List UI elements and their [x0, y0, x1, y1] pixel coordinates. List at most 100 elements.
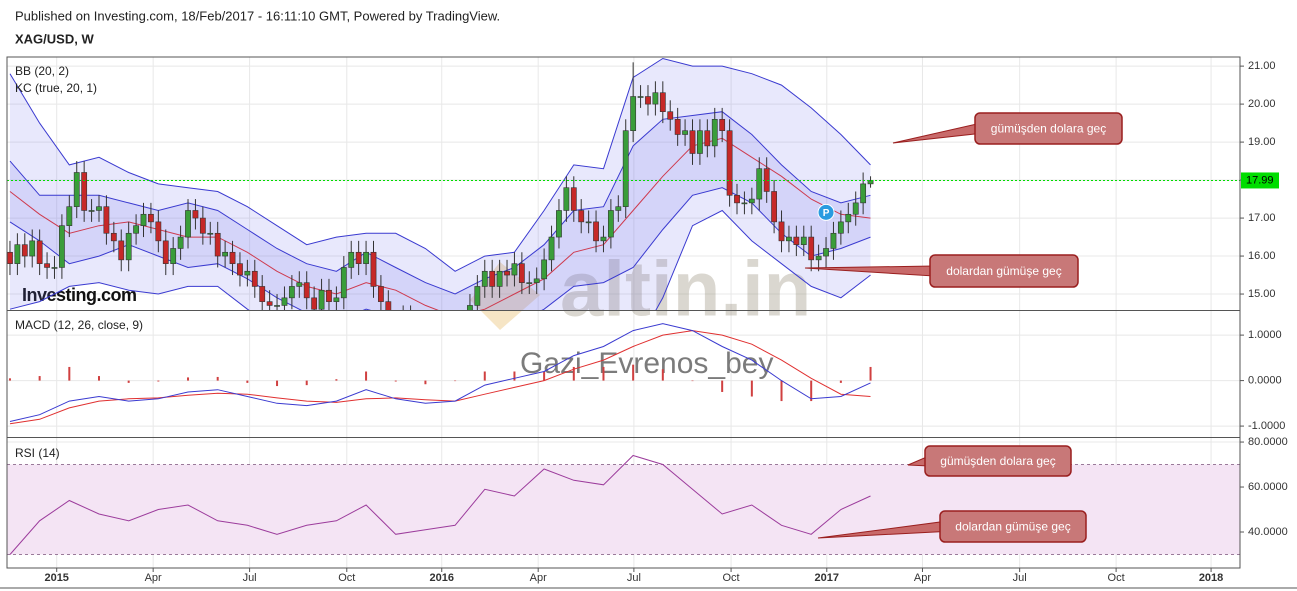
- candle-body: [7, 251, 13, 264]
- candle-body: [719, 119, 726, 131]
- candle-body: [860, 183, 867, 204]
- pane-title: RSI (14): [15, 446, 60, 460]
- event-marker-label: P: [823, 208, 830, 219]
- histogram-bar: [869, 366, 872, 381]
- candle-body: [207, 232, 214, 235]
- candle-body: [645, 96, 651, 105]
- candle-body: [363, 251, 369, 264]
- histogram-bar: [127, 380, 130, 383]
- histogram-bar: [780, 380, 783, 402]
- macd-line: [9, 323, 871, 422]
- candle-body: [578, 210, 585, 223]
- rsi-line: [9, 454, 871, 555]
- candle-body: [452, 324, 457, 328]
- candle-body: [830, 232, 837, 249]
- candle-body: [44, 263, 50, 268]
- histogram-bar: [810, 380, 813, 402]
- y-tick-label: -1.0000: [1248, 420, 1285, 432]
- candle-body: [533, 278, 540, 283]
- candle-body: [563, 187, 570, 211]
- candle-body: [585, 221, 592, 224]
- candle-body: [541, 259, 548, 280]
- candle-body: [460, 324, 465, 332]
- candle-body: [21, 244, 28, 257]
- candle-body: [786, 236, 792, 242]
- candle-body: [489, 270, 496, 287]
- x-tick-label: 2016: [429, 572, 453, 584]
- callout-box: [924, 445, 1072, 477]
- candle-body: [103, 206, 110, 234]
- band-upper: [9, 57, 871, 272]
- x-tick-label: Oct: [1108, 572, 1125, 584]
- candle-body: [622, 130, 629, 207]
- y-tick-label: 20.00: [1248, 98, 1276, 110]
- frame: [0, 56, 1297, 589]
- histogram-bar: [365, 371, 368, 381]
- histogram-bar: [691, 380, 694, 382]
- candle-body: [140, 213, 147, 226]
- published-line: Published on Investing.com, 18/Feb/2017 …: [15, 8, 500, 23]
- candle-body: [14, 244, 21, 264]
- histogram-bar: [187, 377, 190, 381]
- candle-body: [81, 172, 88, 211]
- candle-body: [170, 248, 177, 264]
- histogram-bar: [394, 380, 397, 382]
- candle-body: [526, 282, 533, 284]
- candle-body: [734, 194, 740, 204]
- candle-body: [274, 305, 280, 307]
- histogram-bar: [483, 371, 486, 381]
- candle-body: [222, 251, 229, 257]
- candle-body: [162, 240, 169, 264]
- candle-body: [771, 191, 778, 223]
- candle-body: [823, 248, 829, 257]
- histogram-bar: [246, 380, 249, 383]
- candle-body: [370, 251, 377, 287]
- histogram-bar: [38, 376, 41, 381]
- price-pane: P: [7, 57, 1240, 332]
- candle-body: [326, 289, 332, 302]
- indicator-label: KC (true, 20, 1): [15, 81, 97, 95]
- watermark-author: Gazi_Evrenos_bey: [520, 347, 773, 380]
- candle-body: [281, 297, 288, 306]
- x-tick-label: Oct: [723, 572, 740, 584]
- candle-body: [155, 221, 162, 242]
- candle-body: [408, 317, 413, 328]
- candle-body: [467, 305, 473, 310]
- histogram-bar: [721, 380, 724, 392]
- y-tick-label: 0.0000: [1248, 375, 1282, 387]
- candle-body: [296, 282, 303, 287]
- candle-body: [748, 198, 755, 204]
- y-tick-label: 40.0000: [1248, 526, 1288, 538]
- candle-body: [556, 210, 562, 238]
- candle-body: [793, 236, 800, 245]
- signal-line: [9, 330, 871, 425]
- x-tick-label: Jul: [627, 572, 641, 584]
- candle-body: [511, 263, 518, 276]
- candle-body: [125, 232, 132, 261]
- candle-body: [756, 168, 763, 200]
- histogram-bar: [8, 378, 11, 381]
- last-price-box: [1241, 172, 1279, 189]
- histogram-bar: [839, 380, 842, 383]
- candle-body: [496, 270, 503, 287]
- callout-box: [974, 112, 1123, 145]
- candle-body: [58, 225, 65, 268]
- candle-body: [118, 240, 125, 261]
- y-tick-label: 1.0000: [1248, 329, 1282, 341]
- candle-body: [726, 130, 733, 196]
- candle-body: [815, 255, 822, 261]
- callout-box: [929, 254, 1079, 288]
- candle-body: [637, 96, 644, 98]
- candle-body: [88, 210, 95, 212]
- histogram-bar: [276, 380, 279, 387]
- candle-body: [133, 225, 139, 234]
- band-lower: [9, 209, 871, 310]
- candle-body: [778, 221, 785, 242]
- candle-body: [192, 210, 199, 219]
- candle-body: [600, 236, 607, 242]
- candle-body: [852, 202, 859, 215]
- x-tick-label: 2017: [815, 572, 839, 584]
- candle-body: [481, 270, 488, 287]
- callout-text: dolardan gümüşe geç: [946, 264, 1061, 278]
